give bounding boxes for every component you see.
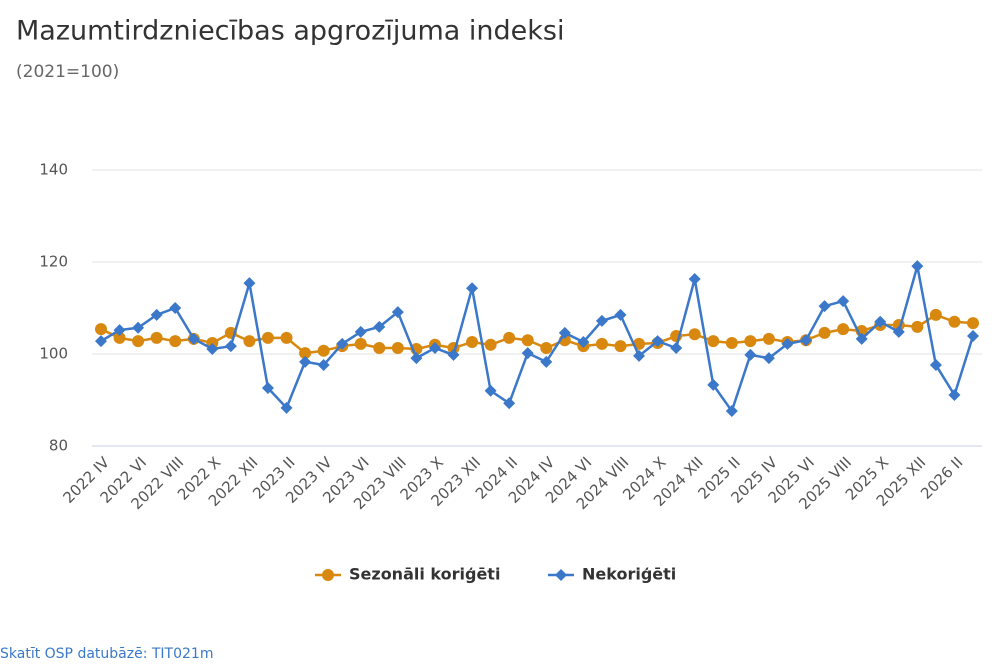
- data-point: [762, 352, 775, 365]
- data-point: [558, 326, 571, 339]
- chart-title: Mazumtirdzniecības apgrozījuma indeksi: [16, 16, 565, 47]
- data-point: [818, 300, 831, 313]
- data-point: [280, 331, 293, 344]
- data-point: [95, 323, 107, 336]
- data-point: [929, 308, 942, 321]
- data-point: [299, 347, 312, 360]
- source-link[interactable]: Skatīt OSP datubāzē: TIT021m: [0, 646, 213, 662]
- data-point: [150, 331, 163, 344]
- data-point: [503, 331, 516, 344]
- data-point: [317, 359, 330, 372]
- data-point: [595, 314, 608, 327]
- data-point: [837, 323, 850, 336]
- legend-marker: [322, 569, 334, 581]
- data-point: [391, 306, 404, 319]
- data-point: [614, 340, 627, 353]
- data-point: [336, 337, 349, 350]
- data-point: [224, 340, 237, 353]
- data-point: [595, 337, 608, 350]
- data-point: [447, 348, 460, 361]
- data-point: [187, 332, 200, 345]
- data-point: [967, 317, 979, 330]
- data-point: [967, 330, 979, 343]
- data-point: [206, 342, 219, 355]
- data-point: [577, 336, 590, 349]
- data-point: [484, 338, 497, 351]
- data-point: [484, 384, 497, 397]
- data-point: [725, 336, 738, 349]
- data-point: [744, 335, 757, 348]
- x-tick-label: 2026 II: [917, 453, 966, 502]
- y-tick-label: 80: [49, 437, 68, 455]
- data-point: [633, 349, 646, 362]
- data-point: [261, 382, 274, 395]
- data-point: [317, 344, 330, 357]
- data-point: [707, 378, 720, 391]
- data-point: [243, 277, 256, 290]
- data-point: [651, 335, 664, 348]
- data-point: [540, 355, 553, 368]
- data-point: [911, 260, 924, 273]
- legend-marker: [555, 569, 567, 581]
- data-point: [299, 355, 312, 368]
- data-point: [466, 336, 479, 349]
- data-point: [354, 337, 367, 350]
- data-point: [948, 388, 961, 401]
- data-point: [837, 295, 850, 308]
- legend-label: Nekoriģēti: [582, 565, 676, 584]
- data-point: [95, 335, 107, 348]
- data-point: [707, 335, 720, 348]
- data-point: [113, 324, 126, 337]
- data-point: [132, 321, 145, 334]
- data-point: [688, 328, 701, 341]
- data-point: [113, 331, 126, 344]
- data-point: [243, 335, 256, 348]
- data-point: [280, 401, 293, 414]
- data-point: [670, 342, 683, 355]
- data-point: [132, 335, 145, 348]
- data-point: [169, 302, 182, 314]
- data-point: [521, 334, 534, 347]
- data-point: [503, 397, 516, 410]
- y-tick-label: 100: [39, 345, 68, 363]
- data-point: [540, 342, 553, 355]
- data-point: [373, 342, 386, 355]
- data-point: [892, 325, 905, 338]
- data-point: [391, 342, 404, 355]
- data-point: [911, 320, 924, 333]
- data-point: [744, 348, 757, 361]
- data-point: [855, 332, 868, 345]
- y-tick-label: 140: [39, 161, 68, 179]
- data-point: [521, 347, 534, 360]
- data-point: [373, 320, 386, 333]
- data-point: [948, 315, 961, 328]
- data-point: [169, 335, 182, 348]
- legend-label: Sezonāli koriģēti: [349, 565, 500, 584]
- data-point: [150, 308, 163, 321]
- data-point: [800, 334, 813, 347]
- y-tick-label: 120: [39, 253, 68, 271]
- data-point: [688, 273, 701, 286]
- data-point: [354, 325, 367, 338]
- data-point: [410, 352, 423, 365]
- chart-subtitle: (2021=100): [16, 62, 119, 82]
- data-point: [762, 332, 775, 345]
- data-point: [818, 326, 831, 339]
- data-point: [781, 337, 794, 350]
- data-point: [466, 282, 479, 295]
- data-point: [261, 331, 274, 344]
- data-point: [874, 315, 887, 328]
- data-point: [428, 342, 441, 355]
- data-point: [614, 308, 627, 321]
- data-point: [725, 405, 738, 418]
- data-point: [929, 359, 942, 372]
